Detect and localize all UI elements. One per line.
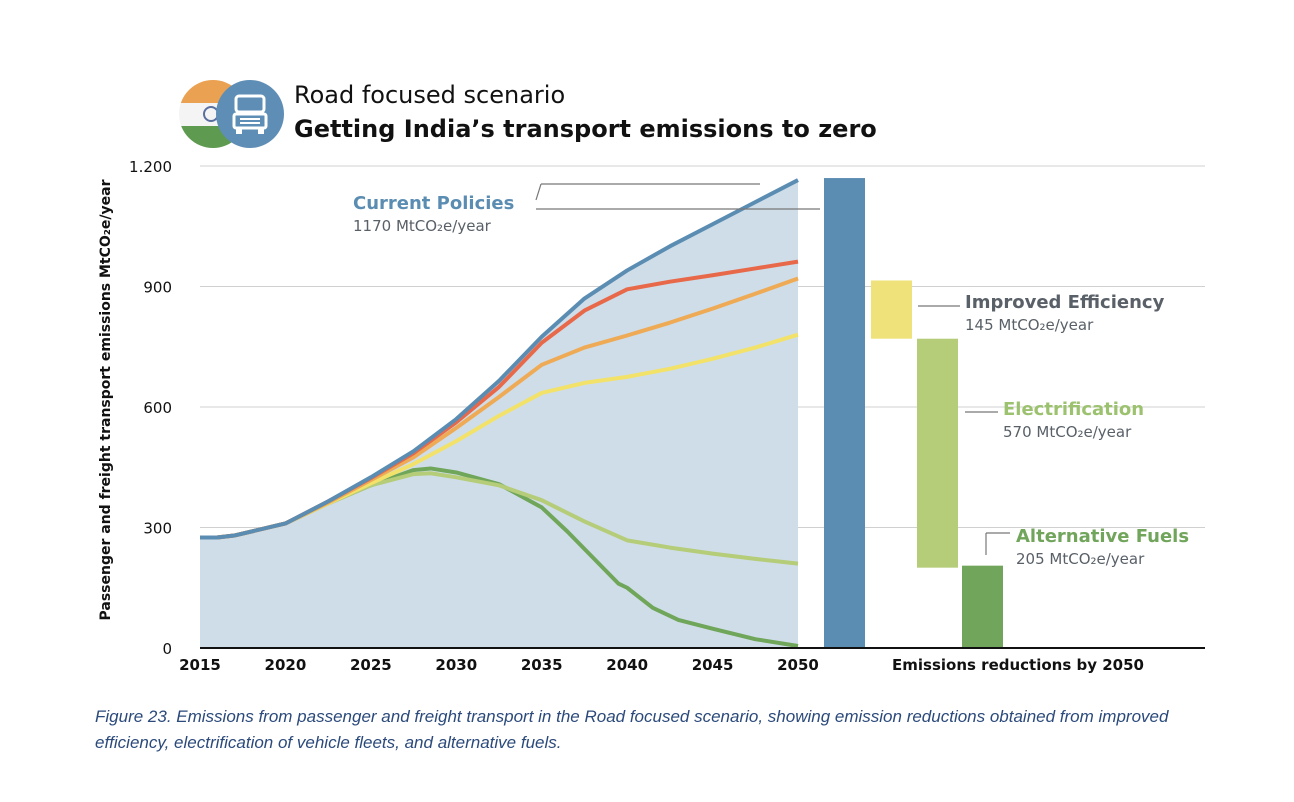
bar-name-label: Current Policies [353, 193, 514, 214]
reduction-bar [917, 338, 958, 568]
reduction-bar [871, 280, 912, 339]
x-tick-label: 2025 [350, 656, 392, 674]
y-tick-label: 900 [143, 279, 172, 297]
x-tick-label: 2020 [265, 656, 307, 674]
y-tick-label: 0 [162, 640, 172, 658]
x-tick-label: 2050 [777, 656, 819, 674]
logo [179, 80, 284, 148]
chart-subtitle: Road focused scenario [294, 81, 565, 109]
x-tick-label: 2015 [179, 656, 221, 674]
reduction-bar [824, 178, 865, 649]
leader-line [535, 183, 542, 201]
y-tick-label: 600 [143, 399, 172, 417]
bar-value-label: 145 MtCO₂e/year [965, 316, 1094, 334]
bar-name-label: Electrification [1003, 399, 1144, 420]
reduction-bar [962, 565, 1003, 648]
x-tick-label: 2045 [692, 656, 734, 674]
x-tick-label: 2030 [435, 656, 477, 674]
bar-name-label: Alternative Fuels [1016, 526, 1189, 547]
figure-caption: Figure 23. Emissions from passenger and … [95, 707, 1169, 752]
bar-value-label: 205 MtCO₂e/year [1016, 550, 1145, 568]
emissions-chart: Road focused scenario Getting India’s tr… [98, 80, 1205, 674]
reductions-label: Emissions reductions by 2050 [892, 656, 1144, 674]
series-line [200, 178, 799, 540]
x-tick-label: 2035 [521, 656, 563, 674]
y-tick-label: 300 [143, 520, 172, 538]
bar-name-label: Improved Efficiency [965, 292, 1165, 313]
y-tick-label: 1.200 [129, 158, 172, 176]
truck-icon [216, 80, 284, 148]
bar-value-label: 1170 MtCO₂e/year [353, 217, 492, 235]
chart-title: Getting India’s transport emissions to z… [294, 115, 877, 143]
x-tick-label: 2040 [606, 656, 648, 674]
y-axis-label: Passenger and freight transport emission… [98, 179, 114, 620]
bar-value-label: 570 MtCO₂e/year [1003, 423, 1132, 441]
